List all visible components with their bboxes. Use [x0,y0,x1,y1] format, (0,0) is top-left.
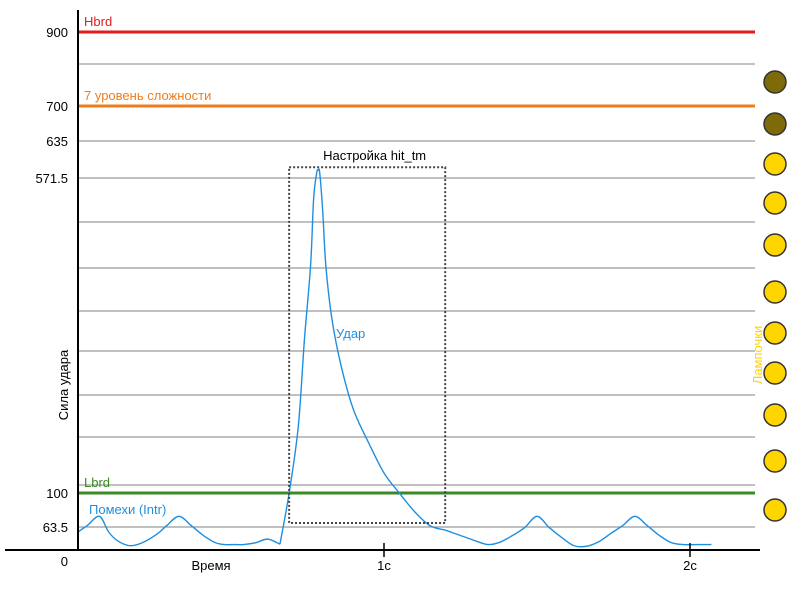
y-tick-label: 0 [61,554,68,569]
lamp-on [763,449,787,473]
lamp-on [763,280,787,304]
x-tick-label: 2с [683,558,697,573]
x-tick-labels: 1с 2с [377,543,697,573]
y-tick-label: 63.5 [43,520,68,535]
x-axis-label: Время [191,558,230,573]
y-tick-label: 700 [46,99,68,114]
lamps-column [763,70,787,522]
series-line [444,515,712,548]
lamp-on [763,233,787,257]
lamp-off [763,112,787,136]
lamp-on [763,361,787,385]
lamp-on [763,321,787,345]
lamp-on [763,152,787,176]
y-axis-label: Сила удара [56,349,71,420]
lamp-on [763,498,787,522]
y-tick-labels: 900 700 635 571.5 100 63.5 0 [35,25,68,569]
lamp-off [763,70,787,94]
y-tick-label: 100 [46,486,68,501]
lamps-label: Лампочки [750,326,765,384]
axes [5,10,760,551]
threshold-lines: Hbrd 7 уровень сложности Lbrd [78,14,755,495]
lamp-on [763,403,787,427]
threshold-label: Hbrd [84,14,112,29]
hit-tm-label: Настройка hit_tm [323,148,426,163]
threshold-label: Lbrd [84,475,110,490]
udar-label: Удар [336,326,365,341]
interference-label: Помехи (Intr) [89,502,166,517]
x-tick-label: 1с [377,558,391,573]
series-layer [77,168,712,548]
series-line [279,168,446,545]
y-tick-label: 900 [46,25,68,40]
hit-tm-window [288,166,447,525]
y-tick-label: 571.5 [35,171,68,186]
series-line [77,515,281,547]
lamp-on [763,191,787,215]
threshold-label: 7 уровень сложности [84,88,211,103]
y-tick-label: 635 [46,134,68,149]
